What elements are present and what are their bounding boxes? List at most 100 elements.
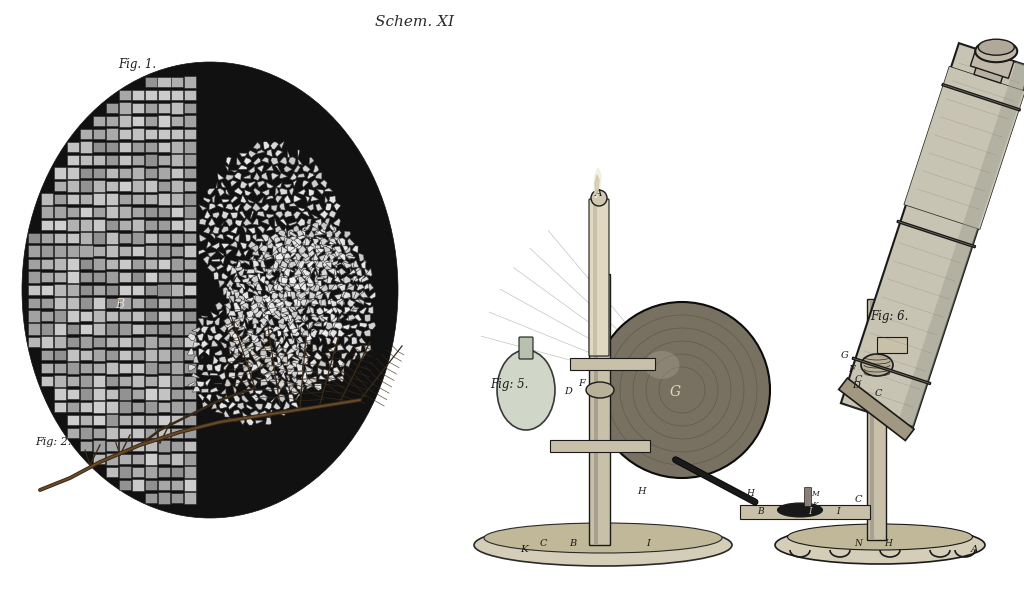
Polygon shape	[263, 142, 269, 150]
Bar	[54, 350, 67, 360]
Polygon shape	[223, 410, 229, 417]
Polygon shape	[300, 326, 307, 333]
Polygon shape	[187, 333, 196, 341]
Polygon shape	[221, 243, 229, 249]
Polygon shape	[293, 299, 299, 307]
Polygon shape	[293, 253, 300, 259]
Ellipse shape	[861, 354, 893, 376]
Polygon shape	[294, 257, 301, 265]
Bar	[184, 441, 196, 451]
Bar	[119, 167, 131, 178]
Polygon shape	[332, 247, 340, 251]
Polygon shape	[305, 196, 310, 202]
Polygon shape	[260, 394, 267, 401]
Bar	[106, 168, 118, 178]
Polygon shape	[278, 364, 285, 370]
Polygon shape	[265, 286, 272, 291]
Polygon shape	[298, 189, 305, 195]
Polygon shape	[220, 388, 226, 394]
Polygon shape	[302, 272, 310, 280]
Polygon shape	[318, 314, 325, 322]
Polygon shape	[202, 356, 204, 359]
Polygon shape	[322, 284, 328, 292]
Polygon shape	[283, 292, 288, 299]
Bar	[158, 142, 170, 152]
Polygon shape	[280, 157, 287, 164]
Circle shape	[594, 302, 770, 478]
Polygon shape	[262, 203, 269, 211]
Polygon shape	[199, 205, 207, 211]
Polygon shape	[309, 307, 314, 314]
Polygon shape	[241, 196, 247, 203]
Bar	[132, 103, 143, 113]
Polygon shape	[251, 334, 259, 341]
Bar	[171, 337, 183, 347]
Polygon shape	[233, 364, 239, 371]
Bar	[119, 388, 131, 400]
Polygon shape	[291, 328, 299, 334]
Text: D: D	[564, 388, 572, 397]
Polygon shape	[302, 269, 310, 276]
Bar	[171, 193, 183, 205]
Polygon shape	[297, 367, 303, 375]
Polygon shape	[260, 352, 268, 359]
Polygon shape	[213, 356, 218, 364]
Polygon shape	[338, 359, 345, 367]
Polygon shape	[255, 356, 262, 362]
Polygon shape	[314, 352, 322, 360]
Text: I: I	[808, 508, 812, 517]
Polygon shape	[283, 344, 289, 352]
Polygon shape	[284, 211, 292, 218]
Polygon shape	[245, 296, 251, 302]
FancyBboxPatch shape	[589, 199, 609, 356]
Polygon shape	[350, 306, 357, 313]
Polygon shape	[234, 380, 241, 387]
Polygon shape	[328, 346, 336, 352]
Polygon shape	[345, 307, 350, 314]
Bar	[67, 233, 80, 243]
Polygon shape	[262, 379, 263, 382]
Polygon shape	[271, 173, 279, 181]
Bar	[550, 440, 650, 452]
Polygon shape	[311, 299, 317, 307]
Polygon shape	[289, 261, 297, 268]
Bar	[171, 428, 183, 439]
Polygon shape	[274, 218, 278, 226]
Bar	[158, 467, 170, 478]
Polygon shape	[244, 218, 252, 226]
Polygon shape	[307, 245, 314, 253]
Polygon shape	[248, 284, 254, 289]
Polygon shape	[290, 333, 293, 340]
Bar	[132, 441, 143, 451]
Polygon shape	[297, 245, 303, 252]
Polygon shape	[353, 292, 360, 299]
Ellipse shape	[978, 39, 1014, 55]
Polygon shape	[267, 284, 273, 292]
Polygon shape	[264, 371, 271, 379]
Polygon shape	[285, 302, 292, 309]
Polygon shape	[228, 296, 234, 302]
Polygon shape	[307, 265, 313, 272]
Polygon shape	[212, 259, 220, 262]
Polygon shape	[329, 238, 336, 245]
Polygon shape	[198, 365, 204, 371]
Polygon shape	[323, 253, 329, 262]
Polygon shape	[239, 275, 247, 278]
Polygon shape	[240, 211, 246, 219]
Bar	[92, 155, 105, 166]
Text: G: G	[841, 350, 849, 359]
Bar	[53, 258, 67, 270]
Bar	[570, 358, 655, 370]
Bar	[93, 323, 104, 335]
Polygon shape	[321, 269, 328, 276]
Polygon shape	[228, 295, 231, 303]
Polygon shape	[230, 260, 238, 265]
Polygon shape	[247, 344, 255, 352]
Bar	[67, 349, 79, 361]
Bar	[67, 376, 80, 386]
Polygon shape	[324, 277, 331, 283]
Polygon shape	[208, 218, 215, 226]
Bar	[93, 142, 104, 152]
Polygon shape	[269, 333, 275, 340]
Polygon shape	[228, 302, 230, 305]
